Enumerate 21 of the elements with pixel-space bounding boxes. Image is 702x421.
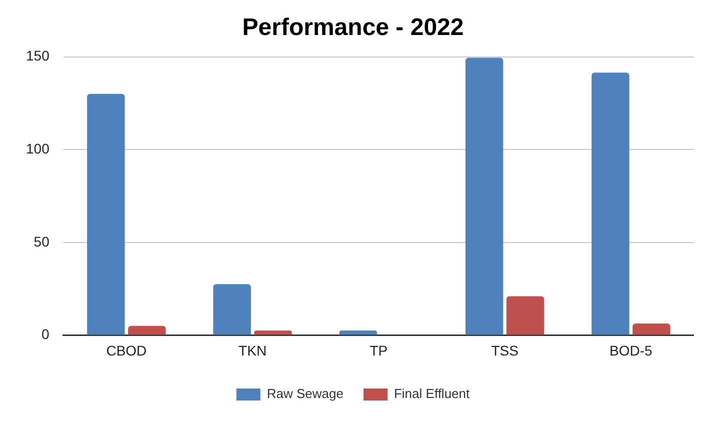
bar xyxy=(254,330,292,335)
bar xyxy=(465,58,504,335)
x-tick-label: TKN xyxy=(238,342,267,358)
bar xyxy=(339,330,378,335)
bar xyxy=(592,72,630,335)
x-tick-label: CBOD xyxy=(106,342,147,358)
bar xyxy=(213,284,251,335)
y-tick-label: 150 xyxy=(26,48,50,64)
bar xyxy=(632,324,670,335)
legend-label: Raw Sewage xyxy=(266,386,344,402)
x-tick-label: TSS xyxy=(491,342,518,358)
legend-label: Final Effluent xyxy=(394,386,470,402)
x-tick-label: BOD-5 xyxy=(610,342,653,358)
x-tick-label: TP xyxy=(370,342,388,358)
y-tick-label: 50 xyxy=(34,233,50,250)
chart-title: Performance - 2022 xyxy=(242,14,464,42)
y-tick-label: 0 xyxy=(42,326,50,342)
y-tick-label: 100 xyxy=(26,140,50,156)
bar xyxy=(87,94,125,335)
bar xyxy=(506,296,544,335)
bar xyxy=(128,326,166,335)
